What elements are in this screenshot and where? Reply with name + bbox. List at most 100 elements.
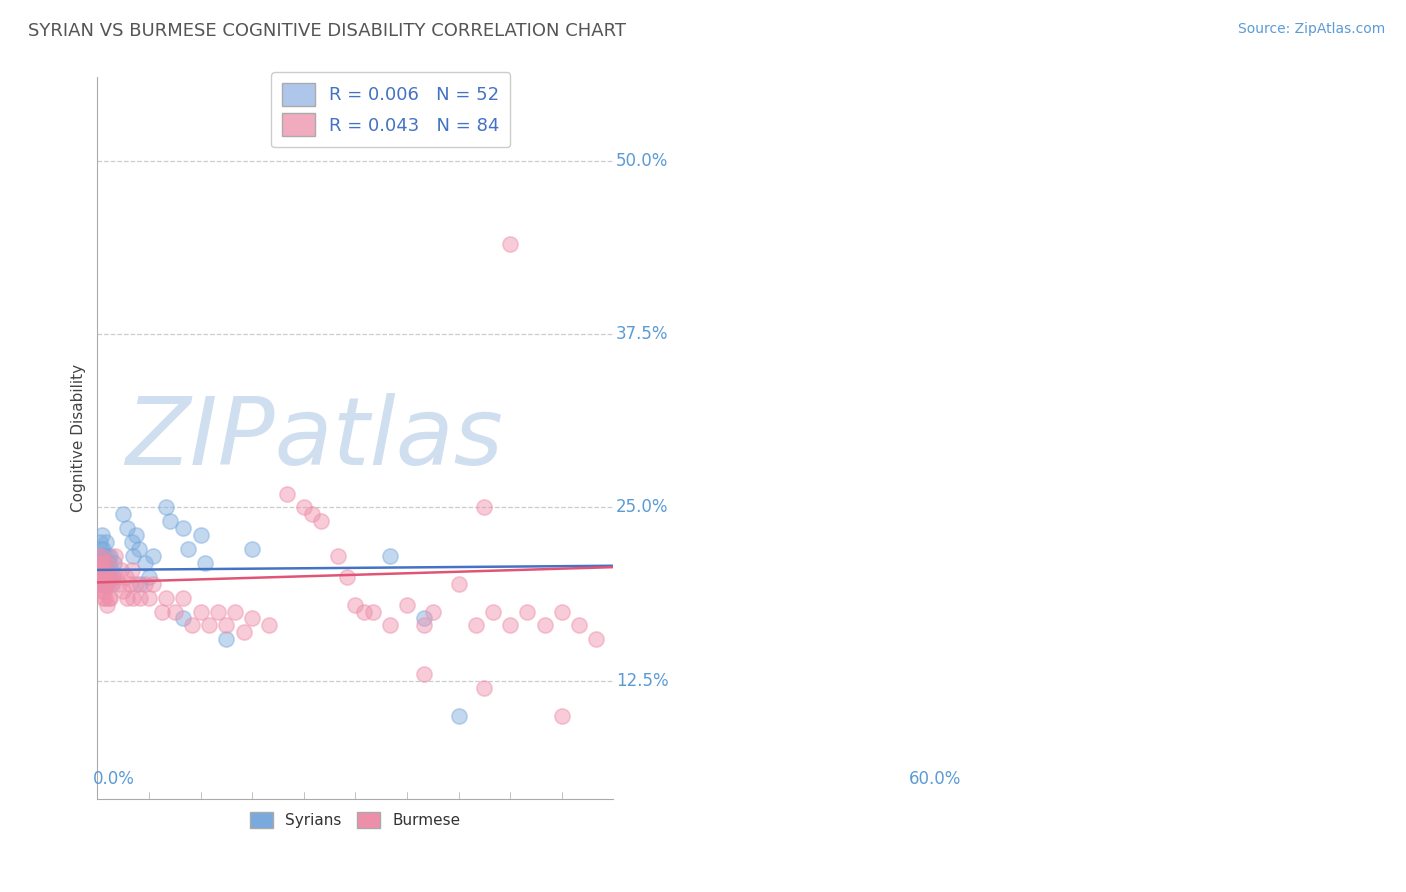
- Point: [326, 549, 349, 563]
- Point: [90, 583, 112, 598]
- Point: [276, 486, 298, 500]
- Point: [97, 570, 120, 584]
- Point: [482, 605, 505, 619]
- Point: [89, 556, 111, 570]
- Point: [121, 563, 143, 577]
- Point: [103, 549, 125, 563]
- Point: [122, 591, 145, 605]
- Point: [353, 605, 375, 619]
- Point: [96, 563, 118, 577]
- Point: [118, 576, 141, 591]
- Point: [101, 576, 124, 591]
- Point: [194, 556, 217, 570]
- Point: [499, 236, 522, 251]
- Point: [112, 583, 135, 598]
- Point: [172, 521, 194, 535]
- Point: [224, 605, 246, 619]
- Point: [89, 570, 111, 584]
- Point: [110, 563, 132, 577]
- Point: [215, 632, 238, 647]
- Point: [94, 570, 117, 584]
- Point: [90, 570, 112, 584]
- Point: [114, 570, 136, 584]
- Point: [378, 549, 401, 563]
- Point: [91, 570, 114, 584]
- Point: [472, 681, 495, 695]
- Point: [108, 576, 131, 591]
- Point: [93, 542, 115, 557]
- Point: [94, 535, 117, 549]
- Point: [150, 605, 173, 619]
- Point: [89, 535, 111, 549]
- Text: 0.0%: 0.0%: [93, 770, 135, 788]
- Point: [422, 605, 444, 619]
- Point: [125, 576, 148, 591]
- Point: [96, 576, 118, 591]
- Y-axis label: Cognitive Disability: Cognitive Disability: [72, 364, 86, 512]
- Point: [89, 563, 111, 577]
- Point: [413, 667, 436, 681]
- Point: [112, 508, 135, 522]
- Point: [96, 598, 118, 612]
- Point: [447, 708, 470, 723]
- Point: [190, 605, 212, 619]
- Point: [97, 591, 120, 605]
- Point: [105, 570, 128, 584]
- Point: [122, 549, 145, 563]
- Point: [138, 591, 160, 605]
- Point: [90, 576, 112, 591]
- Point: [98, 549, 121, 563]
- Point: [93, 563, 115, 577]
- Point: [91, 556, 114, 570]
- Point: [240, 611, 263, 625]
- Point: [361, 605, 384, 619]
- Point: [472, 500, 495, 515]
- Point: [159, 514, 181, 528]
- Point: [190, 528, 212, 542]
- Point: [551, 605, 574, 619]
- Point: [94, 591, 117, 605]
- Point: [98, 570, 121, 584]
- Point: [87, 549, 110, 563]
- Point: [90, 563, 112, 577]
- Point: [215, 618, 238, 632]
- Point: [87, 549, 110, 563]
- Text: ZIPatlas: ZIPatlas: [125, 392, 503, 483]
- Text: 60.0%: 60.0%: [910, 770, 962, 788]
- Point: [533, 618, 555, 632]
- Point: [172, 591, 194, 605]
- Point: [93, 556, 115, 570]
- Point: [93, 591, 115, 605]
- Point: [344, 598, 367, 612]
- Point: [91, 570, 114, 584]
- Point: [97, 570, 120, 584]
- Point: [413, 618, 436, 632]
- Text: 50.0%: 50.0%: [616, 152, 668, 169]
- Point: [101, 570, 124, 584]
- Point: [568, 618, 591, 632]
- Point: [447, 576, 470, 591]
- Point: [232, 625, 254, 640]
- Point: [94, 576, 117, 591]
- Point: [90, 576, 112, 591]
- Point: [155, 591, 177, 605]
- Point: [551, 708, 574, 723]
- Point: [97, 570, 120, 584]
- Point: [172, 611, 194, 625]
- Point: [98, 570, 121, 584]
- Point: [94, 576, 117, 591]
- Point: [207, 605, 229, 619]
- Point: [585, 632, 607, 647]
- Point: [87, 576, 110, 591]
- Point: [301, 508, 323, 522]
- Point: [259, 618, 281, 632]
- Point: [198, 618, 221, 632]
- Point: [103, 556, 125, 570]
- Point: [93, 563, 115, 577]
- Point: [97, 549, 120, 563]
- Point: [94, 549, 117, 563]
- Text: 37.5%: 37.5%: [616, 325, 668, 343]
- Point: [91, 549, 114, 563]
- Point: [100, 563, 122, 577]
- Point: [129, 591, 152, 605]
